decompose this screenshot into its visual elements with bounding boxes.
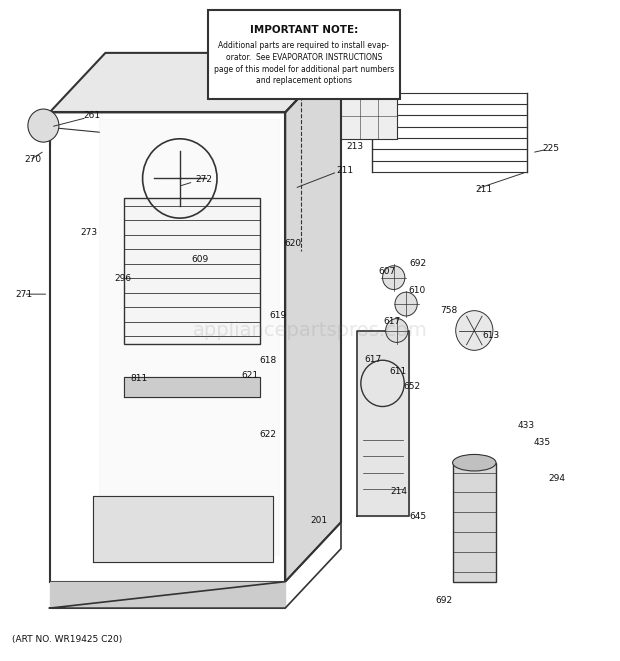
Text: 610: 610 [408, 286, 425, 295]
Text: 201: 201 [310, 516, 327, 525]
Bar [124, 198, 260, 344]
Text: 607: 607 [378, 266, 396, 276]
Text: 645: 645 [409, 512, 427, 522]
Text: IMPORTANT NOTE:: IMPORTANT NOTE: [250, 25, 358, 35]
Polygon shape [99, 119, 279, 555]
Bar [453, 463, 496, 582]
Text: 225: 225 [542, 143, 559, 153]
Circle shape [386, 319, 408, 342]
Circle shape [383, 266, 405, 290]
Text: 618: 618 [259, 356, 277, 365]
Text: 294: 294 [549, 474, 565, 483]
Polygon shape [50, 112, 285, 582]
Bar [341, 93, 397, 139]
Text: 692: 692 [409, 258, 427, 268]
Circle shape [395, 292, 417, 316]
Circle shape [28, 109, 59, 142]
Text: 261: 261 [84, 111, 101, 120]
Polygon shape [356, 330, 409, 516]
Polygon shape [124, 377, 260, 397]
Polygon shape [93, 496, 273, 562]
Circle shape [456, 311, 493, 350]
Text: 811: 811 [130, 373, 148, 383]
Polygon shape [285, 53, 341, 582]
Text: Additional parts are required to install evap-
orator.  See EVAPORATOR INSTRUCTI: Additional parts are required to install… [214, 41, 394, 85]
Text: 617: 617 [383, 317, 401, 326]
Text: (ART NO. WR19425 C20): (ART NO. WR19425 C20) [12, 635, 123, 644]
Text: 622: 622 [259, 430, 276, 440]
FancyBboxPatch shape [208, 10, 400, 99]
Text: 609: 609 [191, 254, 208, 264]
Text: 617: 617 [365, 355, 382, 364]
Text: appliancepartspros.com: appliancepartspros.com [193, 321, 427, 340]
Text: 611: 611 [389, 367, 407, 376]
Text: 270: 270 [25, 155, 42, 165]
Text: 211: 211 [475, 184, 492, 194]
Text: 273: 273 [81, 228, 98, 237]
Text: 211: 211 [336, 166, 353, 175]
Text: 214: 214 [391, 487, 407, 496]
Text: 213: 213 [346, 142, 363, 151]
Text: 621: 621 [242, 371, 259, 380]
Text: 433: 433 [518, 421, 535, 430]
Text: 620: 620 [284, 239, 301, 248]
Text: 296: 296 [115, 274, 132, 284]
Text: 619: 619 [270, 311, 287, 321]
Text: 272: 272 [195, 175, 212, 184]
Text: 692: 692 [435, 596, 453, 605]
Text: 271: 271 [16, 290, 33, 299]
Polygon shape [50, 53, 341, 112]
Polygon shape [50, 582, 285, 608]
Text: 613: 613 [482, 331, 500, 340]
Text: 758: 758 [440, 306, 458, 315]
Ellipse shape [453, 455, 496, 471]
Text: 652: 652 [403, 381, 420, 391]
Text: 435: 435 [533, 438, 551, 447]
